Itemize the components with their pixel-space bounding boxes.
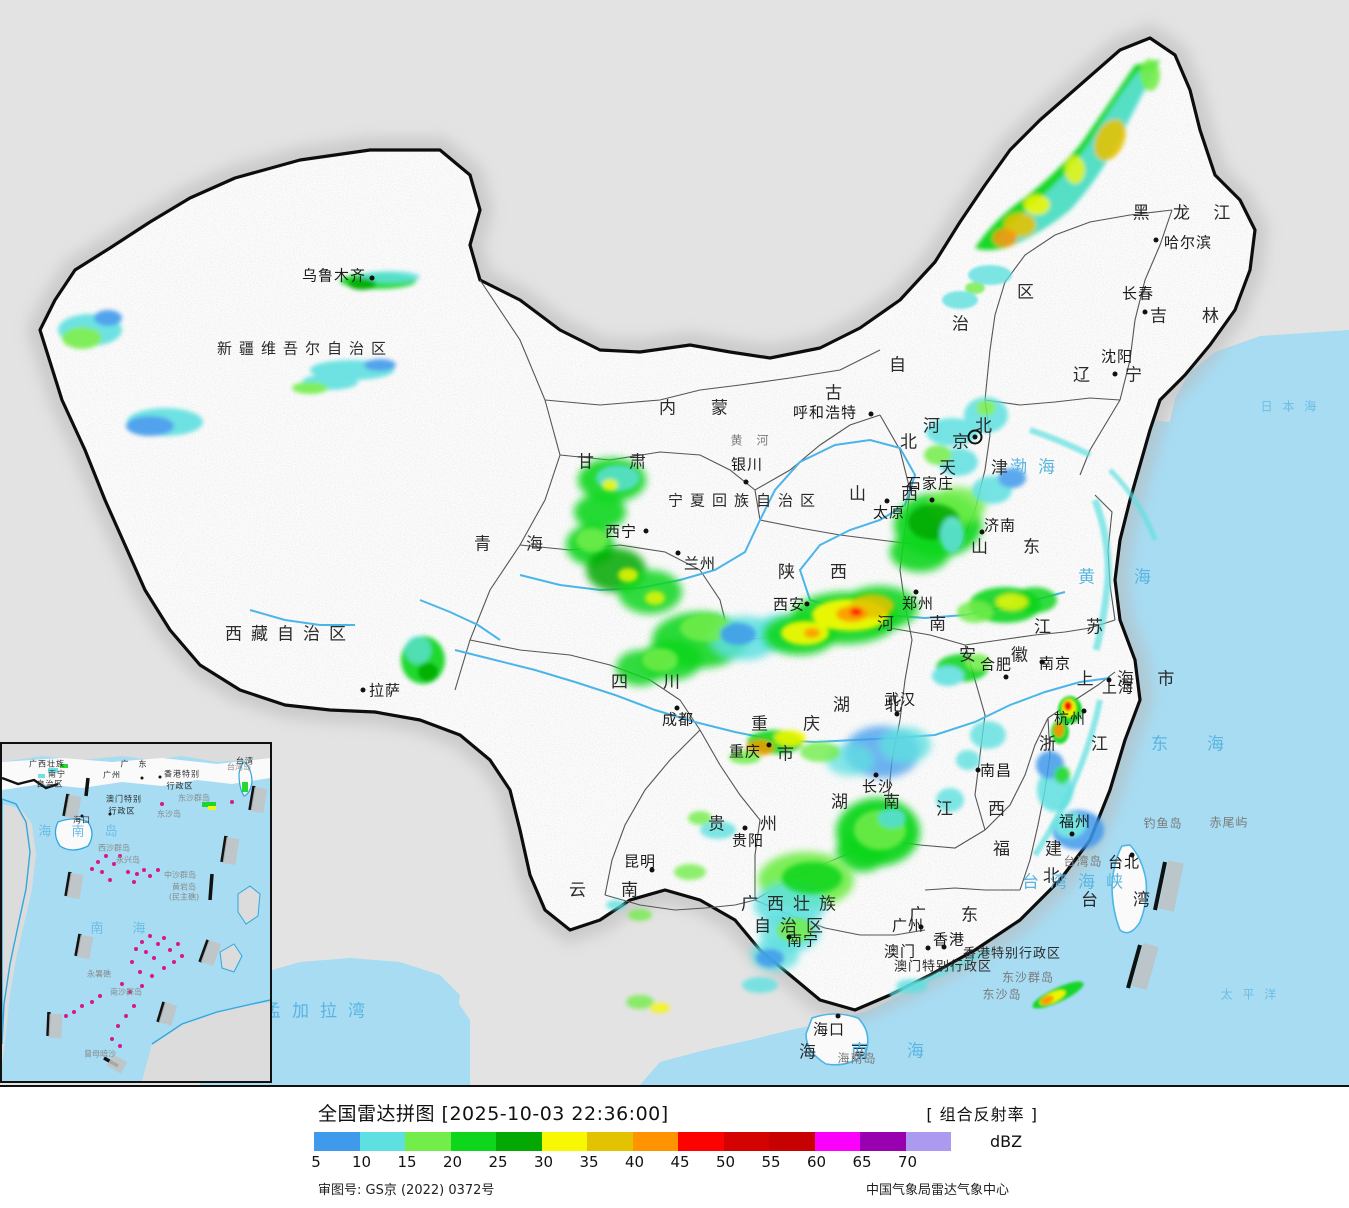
city-marker-8 <box>1112 371 1118 377</box>
city-marker-10 <box>884 498 890 504</box>
legend-panel: 全国雷达拼图 [2025-10-03 22:36:00] [ 组合反射率 ] d… <box>0 1085 1349 1208</box>
city-marker-23 <box>1069 831 1075 837</box>
legend-title-row: 全国雷达拼图 [2025-10-03 22:36:00] [ 组合反射率 ] <box>318 1099 1038 1126</box>
city-marker-5 <box>868 411 874 417</box>
dbz-swatch-35[interactable] <box>587 1132 633 1151</box>
map-approval-number: 审图号: GS京 (2022) 0372号 <box>318 1183 495 1198</box>
dbz-swatch-40[interactable] <box>632 1132 678 1151</box>
dbz-swatch-50[interactable] <box>723 1132 769 1151</box>
city-marker-9 <box>929 497 935 503</box>
dbz-swatch-5[interactable] <box>314 1132 360 1151</box>
dbz-swatch-10[interactable] <box>359 1132 405 1151</box>
city-marker-13 <box>804 601 810 607</box>
inset-city-marker-2 <box>80 814 84 818</box>
dbz-tick-10: 10 <box>351 1153 372 1171</box>
dbz-swatch-60[interactable] <box>814 1132 860 1151</box>
dbz-swatch-20[interactable] <box>450 1132 496 1151</box>
inset-graphics <box>2 744 270 1081</box>
city-marker-16 <box>894 711 900 717</box>
dbz-tick-25: 25 <box>488 1153 508 1171</box>
city-marker-18 <box>975 767 981 773</box>
city-marker-27 <box>786 934 792 940</box>
city-marker-2 <box>643 528 649 534</box>
city-marker-7 <box>1142 309 1148 315</box>
dbz-tick-45: 45 <box>670 1153 690 1171</box>
city-marker-15 <box>766 742 772 748</box>
city-marker-21 <box>1106 677 1112 683</box>
city-marker-28 <box>918 924 924 930</box>
inset-city-marker-0 <box>158 775 162 779</box>
city-marker-25 <box>742 825 748 831</box>
dbz-tick-labels: 5 10 15 20 25 30 35 40 45 50 55 60 65 70 <box>311 1153 1004 1173</box>
city-marker-22 <box>1081 708 1087 714</box>
dbz-swatch-70[interactable] <box>905 1132 951 1151</box>
city-marker-29 <box>835 1013 841 1019</box>
inset-city-marker-3 <box>108 812 112 816</box>
city-marker-20 <box>1039 659 1045 665</box>
capital-marker-beijing <box>967 429 983 445</box>
dbz-tick-40: 40 <box>624 1153 645 1171</box>
dbz-tick-35: 35 <box>579 1153 599 1171</box>
city-marker-17 <box>873 772 879 778</box>
taiwan-island <box>1111 844 1148 934</box>
dbz-tick-55: 55 <box>761 1153 781 1171</box>
dbz-tick-70: 70 <box>897 1153 918 1171</box>
city-marker-1 <box>360 687 366 693</box>
city-marker-24 <box>1129 852 1135 858</box>
dbz-tick-65: 65 <box>852 1153 872 1171</box>
city-marker-0 <box>369 275 375 281</box>
product-type-tag: [ 组合反射率 ] <box>926 1105 1038 1124</box>
city-marker-6 <box>1153 237 1159 243</box>
dbz-swatch-15[interactable] <box>405 1132 451 1151</box>
china-radar-map[interactable]: 新疆维吾尔自治区 西藏自治区青 海甘 肃四 川云 南内 蒙古自治区黑 龙 江吉 林… <box>0 0 1349 1085</box>
dbz-swatch-30[interactable] <box>541 1132 587 1151</box>
radar-echo-layer <box>58 59 1160 1013</box>
issuing-agency: 中国气象局雷达气象中心 <box>865 1183 1009 1198</box>
dbz-tick-30: 30 <box>533 1153 554 1171</box>
dbz-swatch-25[interactable] <box>496 1132 542 1151</box>
city-marker-19 <box>1003 674 1009 680</box>
dbz-tick-60: 60 <box>806 1153 827 1171</box>
city-marker-12 <box>913 589 919 595</box>
dbz-tick-20: 20 <box>442 1153 463 1171</box>
hainan-island <box>805 1013 869 1066</box>
dbz-swatch-55[interactable] <box>769 1132 815 1151</box>
city-marker-3 <box>675 550 681 556</box>
dbz-unit-label: dBZ <box>990 1132 1023 1151</box>
city-marker-31 <box>925 945 931 951</box>
south-china-sea-inset[interactable]: 南 海海 南 岛西沙群岛 永兴岛 中沙群岛 黄岩岛 (民主礁) 南沙群岛 永暑礁 曾母暗沙 东沙… <box>0 742 272 1083</box>
dbz-tick-50: 50 <box>715 1153 736 1171</box>
national-border <box>38 36 1257 1012</box>
dbz-tick-15: 15 <box>397 1153 417 1171</box>
city-marker-14 <box>674 705 680 711</box>
inset-city-marker-1 <box>140 776 144 780</box>
dbz-swatch-65[interactable] <box>860 1132 906 1151</box>
city-marker-30 <box>941 944 947 950</box>
boundary-dashes <box>1126 860 1184 991</box>
city-marker-4 <box>743 479 749 485</box>
dbz-tick-5: 5 <box>311 1153 321 1171</box>
dbz-swatch-45[interactable] <box>678 1132 724 1151</box>
city-marker-11 <box>979 529 985 535</box>
dbz-colorbar[interactable] <box>314 1132 951 1151</box>
city-marker-26 <box>649 867 655 873</box>
radar-title: 全国雷达拼图 [2025-10-03 22:36:00] <box>318 1103 669 1125</box>
